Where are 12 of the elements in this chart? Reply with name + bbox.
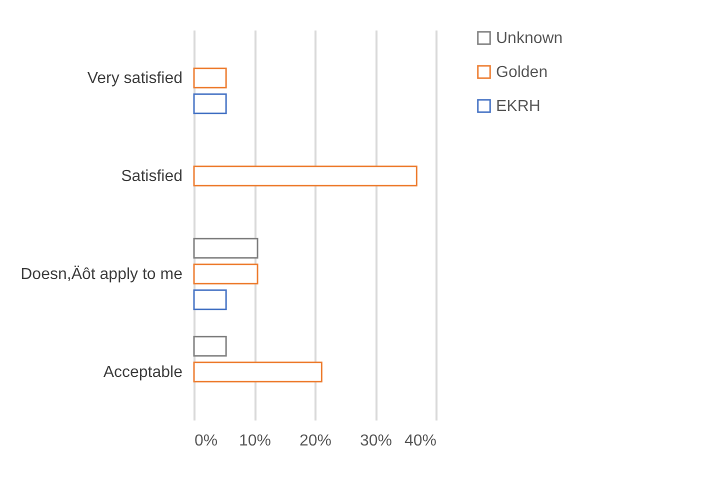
legend-label: Golden xyxy=(496,64,548,81)
x-tick-label: 10% xyxy=(238,432,272,450)
x-tick-label: 20% xyxy=(299,432,332,450)
legend-label: EKRH xyxy=(496,98,540,115)
y-tick-label: Acceptable xyxy=(103,364,183,381)
x-tick-label: 0% xyxy=(194,432,218,450)
legend-label: Unknown xyxy=(496,30,563,47)
x-tick-label: 40% xyxy=(404,432,436,450)
y-tick-label: Satisfied xyxy=(121,168,182,186)
y-tick-label: Very satisfied xyxy=(87,70,182,88)
x-tick-label: 30% xyxy=(360,432,392,450)
y-tick-label: Doesn,Äôt apply to me xyxy=(20,264,183,283)
